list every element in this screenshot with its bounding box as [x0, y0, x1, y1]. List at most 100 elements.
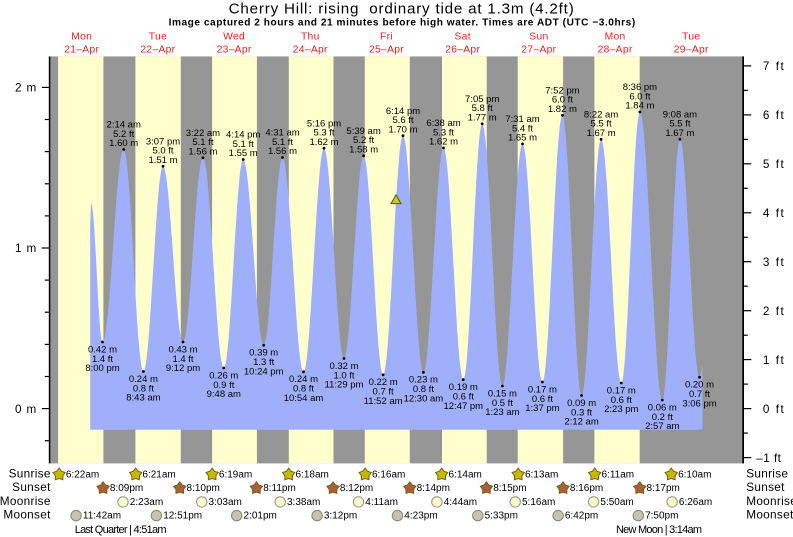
- svg-text:6:14 pm: 6:14 pm: [386, 106, 420, 117]
- svg-text:–1 ft: –1 ft: [756, 452, 781, 465]
- svg-text:8:16pm: 8:16pm: [570, 483, 603, 494]
- svg-text:5.2 ft: 5.2 ft: [113, 129, 134, 140]
- svg-text:Last Quarter | 4:51am: Last Quarter | 4:51am: [75, 524, 167, 536]
- svg-text:0.42 m: 0.42 m: [88, 344, 117, 355]
- svg-text:25–Apr: 25–Apr: [369, 45, 404, 56]
- svg-text:Moonset: Moonset: [746, 508, 793, 522]
- svg-text:11:52 am: 11:52 am: [364, 396, 403, 407]
- svg-text:5:16 pm: 5:16 pm: [307, 118, 341, 129]
- svg-text:5.6 ft: 5.6 ft: [392, 115, 413, 126]
- svg-text:Wed: Wed: [223, 31, 245, 42]
- svg-text:7:52 pm: 7:52 pm: [545, 85, 579, 96]
- svg-text:Thu: Thu: [301, 31, 320, 42]
- svg-text:3:22 am: 3:22 am: [186, 128, 220, 139]
- svg-text:6:38 am: 6:38 am: [426, 118, 460, 129]
- svg-text:Moonset: Moonset: [3, 508, 51, 522]
- svg-text:5.1 ft: 5.1 ft: [272, 137, 293, 148]
- svg-text:2:14 am: 2:14 am: [107, 120, 141, 131]
- svg-text:Fri: Fri: [380, 31, 393, 42]
- svg-text:Sun: Sun: [529, 31, 548, 42]
- svg-text:4:31 am: 4:31 am: [265, 128, 299, 139]
- svg-text:Tue: Tue: [149, 31, 167, 42]
- svg-text:Mon: Mon: [605, 31, 626, 42]
- svg-text:0.7 ft: 0.7 ft: [689, 389, 710, 400]
- svg-text:1.67 m: 1.67 m: [587, 128, 616, 139]
- svg-text:8:22 am: 8:22 am: [584, 109, 618, 120]
- svg-text:6:18am: 6:18am: [296, 469, 329, 480]
- svg-text:0.20 m: 0.20 m: [685, 380, 714, 391]
- svg-text:1.56 m: 1.56 m: [188, 147, 217, 158]
- svg-text:5.8 ft: 5.8 ft: [472, 103, 493, 114]
- svg-text:3:03am: 3:03am: [209, 497, 242, 508]
- svg-text:1.60 m: 1.60 m: [109, 138, 138, 149]
- svg-text:Sunset: Sunset: [12, 480, 51, 494]
- svg-text:24–Apr: 24–Apr: [293, 45, 328, 56]
- svg-text:0.5 ft: 0.5 ft: [492, 398, 513, 409]
- svg-text:Moonrise: Moonrise: [746, 494, 793, 508]
- svg-text:1.67 m: 1.67 m: [665, 128, 694, 139]
- svg-text:5:50am: 5:50am: [600, 497, 633, 508]
- svg-text:1.0 ft: 1.0 ft: [333, 370, 354, 381]
- svg-text:6:22am: 6:22am: [66, 469, 99, 480]
- svg-text:6:16am: 6:16am: [372, 469, 405, 480]
- svg-text:New Moon | 3:14am: New Moon | 3:14am: [616, 524, 702, 536]
- svg-text:6:26am: 6:26am: [679, 497, 712, 508]
- svg-text:0.43 m: 0.43 m: [168, 344, 197, 355]
- svg-text:8:12pm: 8:12pm: [340, 483, 373, 494]
- svg-text:6:13am: 6:13am: [525, 469, 558, 480]
- svg-text:0.17 m: 0.17 m: [528, 384, 557, 395]
- svg-text:1.82 m: 1.82 m: [548, 104, 577, 115]
- svg-text:2:01pm: 2:01pm: [244, 511, 277, 522]
- svg-text:0.6 ft: 0.6 ft: [532, 394, 553, 405]
- svg-text:0.06 m: 0.06 m: [648, 402, 677, 413]
- svg-text:0.9 ft: 0.9 ft: [213, 380, 234, 391]
- svg-text:6:14am: 6:14am: [449, 469, 482, 480]
- svg-text:1.51 m: 1.51 m: [148, 155, 177, 166]
- svg-text:1 m: 1 m: [15, 242, 36, 255]
- svg-text:5.5 ft: 5.5 ft: [591, 119, 612, 130]
- svg-text:Sunset: Sunset: [746, 480, 785, 494]
- svg-text:2:23 pm: 2:23 pm: [604, 404, 638, 415]
- svg-text:0.6 ft: 0.6 ft: [611, 395, 632, 406]
- svg-text:0 ft: 0 ft: [763, 403, 785, 416]
- svg-text:26–Apr: 26–Apr: [445, 45, 480, 56]
- svg-text:7:50pm: 7:50pm: [645, 511, 678, 522]
- svg-text:6:21am: 6:21am: [142, 469, 175, 480]
- svg-text:22–Apr: 22–Apr: [140, 45, 175, 56]
- svg-text:4:23pm: 4:23pm: [404, 511, 437, 522]
- svg-text:8:17pm: 8:17pm: [647, 483, 680, 494]
- svg-text:8:15pm: 8:15pm: [493, 483, 526, 494]
- svg-text:1.70 m: 1.70 m: [388, 124, 417, 135]
- svg-text:0.6 ft: 0.6 ft: [453, 392, 474, 403]
- svg-text:10:54 am: 10:54 am: [284, 393, 324, 404]
- svg-text:28–Apr: 28–Apr: [598, 45, 633, 56]
- svg-text:6.0 ft: 6.0 ft: [552, 95, 573, 106]
- svg-text:29–Apr: 29–Apr: [674, 45, 709, 56]
- svg-text:12:51pm: 12:51pm: [163, 511, 202, 522]
- svg-text:Sunrise: Sunrise: [746, 466, 788, 480]
- svg-text:0.22 m: 0.22 m: [369, 377, 398, 388]
- svg-text:3:06 pm: 3:06 pm: [682, 399, 716, 410]
- svg-text:0.8 ft: 0.8 ft: [133, 383, 154, 394]
- svg-text:4:14 pm: 4:14 pm: [226, 130, 260, 141]
- svg-text:0.26 m: 0.26 m: [209, 370, 238, 381]
- svg-text:11:29 pm: 11:29 pm: [325, 380, 364, 391]
- svg-text:Tue: Tue: [682, 31, 700, 42]
- svg-text:5.2 ft: 5.2 ft: [353, 135, 374, 146]
- svg-text:8:09pm: 8:09pm: [110, 483, 143, 494]
- svg-text:4 ft: 4 ft: [763, 207, 785, 220]
- svg-text:1.77 m: 1.77 m: [468, 113, 497, 124]
- svg-text:7:31 am: 7:31 am: [505, 114, 539, 125]
- svg-text:21–Apr: 21–Apr: [64, 45, 99, 56]
- svg-text:Cherry Hill: rising ordinary: Cherry Hill: rising ordinary tide at 1.3…: [229, 1, 574, 18]
- svg-text:8:14pm: 8:14pm: [417, 483, 450, 494]
- svg-text:0.24 m: 0.24 m: [289, 374, 318, 385]
- svg-text:3:38am: 3:38am: [287, 497, 320, 508]
- svg-text:Sat: Sat: [455, 31, 471, 42]
- svg-text:0.23 m: 0.23 m: [409, 375, 438, 386]
- svg-text:5.0 ft: 5.0 ft: [152, 146, 173, 157]
- svg-text:8:43 am: 8:43 am: [126, 393, 160, 404]
- svg-text:9:08 am: 9:08 am: [663, 109, 697, 120]
- svg-text:0.7 ft: 0.7 ft: [373, 387, 394, 398]
- svg-text:27–Apr: 27–Apr: [521, 45, 556, 56]
